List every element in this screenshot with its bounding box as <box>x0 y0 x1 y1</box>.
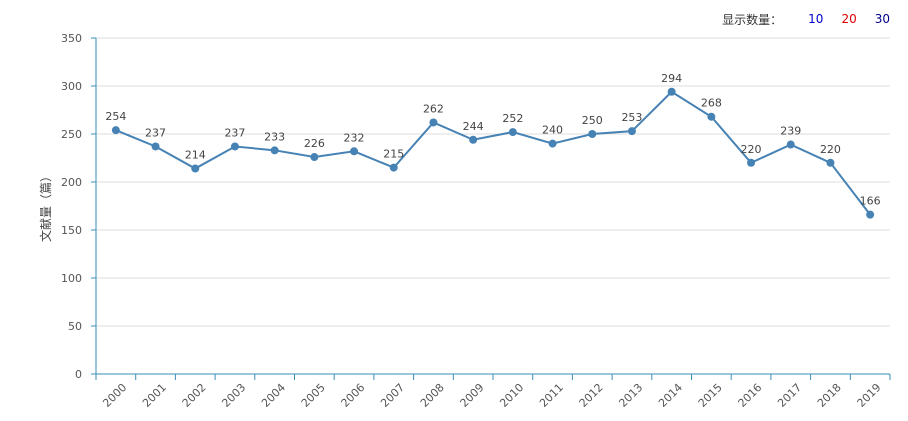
data-point-2001 <box>151 142 160 151</box>
x-tick-label-2019: 2019 <box>855 381 884 410</box>
y-tick-label-350: 350 <box>61 32 82 45</box>
data-label-2016: 220 <box>741 143 762 156</box>
data-point-2015 <box>707 112 716 121</box>
x-tick-label-2004: 2004 <box>259 381 288 410</box>
data-label-2012: 250 <box>582 114 603 127</box>
data-label-2004: 233 <box>264 130 285 143</box>
data-point-2005 <box>310 153 319 162</box>
data-point-2019 <box>866 210 875 219</box>
data-point-2006 <box>350 147 359 156</box>
x-tick-label-2001: 2001 <box>140 381 169 410</box>
data-labels: 254 237 214 237 233 226 232 215 262 244 252 240 250 2… <box>105 72 880 208</box>
data-point-2007 <box>389 163 398 172</box>
data-point-2008 <box>429 118 438 127</box>
x-tick-label-2007: 2007 <box>378 381 407 410</box>
x-tick-label-2003: 2003 <box>219 381 248 410</box>
data-point-2004 <box>270 146 279 155</box>
data-label-2005: 226 <box>304 137 325 150</box>
x-tick-label-2015: 2015 <box>696 381 725 410</box>
y-tick-label-300: 300 <box>61 80 82 93</box>
y-axis-label: 文献量（篇） <box>38 170 53 242</box>
data-points <box>111 87 875 219</box>
x-tick-label-2011: 2011 <box>537 381 566 410</box>
data-point-2012 <box>588 130 597 138</box>
data-label-2003: 237 <box>224 126 245 139</box>
x-tick-label-2005: 2005 <box>299 381 328 410</box>
series-line <box>115 90 871 216</box>
y-tick-label-50: 50 <box>68 320 82 333</box>
data-label-2002: 214 <box>185 149 206 162</box>
x-tick-label-2012: 2012 <box>577 381 606 410</box>
display-count-option-30[interactable]: 30 <box>874 12 890 26</box>
display-count-selector: 显示数量： 10 20 30 <box>722 10 890 28</box>
x-tick-label-2010: 2010 <box>497 381 526 410</box>
data-label-2013: 253 <box>621 111 642 124</box>
x-tick-label-2017: 2017 <box>775 381 804 410</box>
data-label-2007: 215 <box>383 148 404 161</box>
display-count-option-10[interactable]: 10 <box>808 12 824 26</box>
data-label-2018: 220 <box>820 143 841 156</box>
data-label-2006: 232 <box>344 131 365 144</box>
data-label-2009: 244 <box>463 120 484 133</box>
data-label-2015: 268 <box>701 97 722 110</box>
data-point-2016 <box>747 158 756 167</box>
data-point-2010 <box>508 128 517 137</box>
data-point-2011 <box>548 139 557 148</box>
data-label-2019: 166 <box>860 195 881 208</box>
data-label-2010: 252 <box>502 112 523 125</box>
y-tick-label-100: 100 <box>61 272 82 285</box>
x-tick-label-2008: 2008 <box>418 381 447 410</box>
data-label-2017: 239 <box>780 125 801 138</box>
x-tick-label-2018: 2018 <box>815 381 844 410</box>
x-tick-label-2014: 2014 <box>656 381 685 410</box>
data-point-2000 <box>111 126 120 135</box>
y-tick-label-200: 200 <box>61 176 82 189</box>
display-count-option-20[interactable]: 20 <box>841 12 857 26</box>
grid-lines <box>96 37 890 327</box>
x-tick-label-2009: 2009 <box>458 381 487 410</box>
y-tick-label-150: 150 <box>61 224 82 237</box>
data-point-2009 <box>469 135 478 144</box>
data-point-2017 <box>786 140 795 149</box>
data-point-2014 <box>667 87 676 96</box>
x-tick-label-2002: 2002 <box>180 381 209 410</box>
data-label-2011: 240 <box>542 124 563 137</box>
x-tick-label-2000: 2000 <box>100 381 129 410</box>
data-label-2001: 237 <box>145 126 166 139</box>
x-tick-label-2006: 2006 <box>338 381 367 410</box>
x-axis: 2000 2001 2002 2003 2004 2005 2006 2007 2008 2009… <box>95 373 891 410</box>
data-label-2014: 294 <box>661 72 682 85</box>
y-tick-label-250: 250 <box>61 128 82 141</box>
x-tick-label-2013: 2013 <box>616 381 645 410</box>
x-tick-label-2016: 2016 <box>735 381 764 410</box>
data-point-2013 <box>627 127 636 136</box>
y-tick-label-0: 0 <box>75 368 82 381</box>
data-point-2003 <box>230 142 239 151</box>
data-point-2002 <box>191 164 200 173</box>
display-count-label: 显示数量： <box>722 12 783 27</box>
data-label-2000: 254 <box>105 110 126 123</box>
data-label-2008: 262 <box>423 102 444 115</box>
data-point-2018 <box>826 158 835 167</box>
y-axis-ticks: 0 50 100 150 200 250 300 350 <box>61 32 96 381</box>
